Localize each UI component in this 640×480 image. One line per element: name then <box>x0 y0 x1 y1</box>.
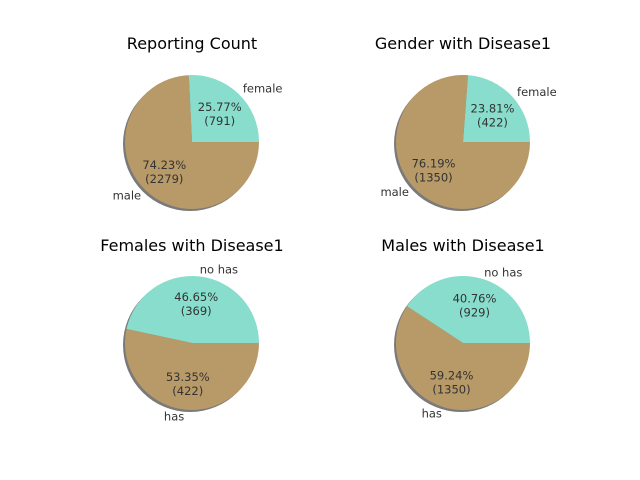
pie-slice-male <box>396 75 530 210</box>
pie-subplot-males-with-disease1: Males with Disease1 no has 40.76%(929) has 5… <box>381 236 544 421</box>
slice-label-has: has <box>422 407 442 421</box>
slice-percent-male: 74.23% <box>142 158 186 172</box>
slice-label-female: female <box>517 85 557 99</box>
slice-percent-female: 23.81% <box>471 102 515 116</box>
pie-slice-male <box>124 75 259 209</box>
subplot-title: Females with Disease1 <box>100 236 283 255</box>
slice-label-has: has <box>164 409 184 423</box>
slice-percent-has: 53.35% <box>166 370 210 384</box>
pie-subplot-females-with-disease1: Females with Disease1 no has 46.65%(369) ha… <box>100 236 283 423</box>
slice-label-male: male <box>113 188 142 202</box>
slice-percent-male: 76.19% <box>412 156 456 170</box>
pie-slice-has <box>125 329 260 410</box>
slice-count-male: (2279) <box>145 172 183 186</box>
slice-percent-no-has: 40.76% <box>453 291 497 305</box>
slice-percent-no-has: 46.65% <box>174 290 218 304</box>
slice-percent-female: 25.77% <box>198 100 242 114</box>
slice-count-no-has: (929) <box>459 305 490 319</box>
slice-count-has: (422) <box>172 384 203 398</box>
slice-count-female: (791) <box>204 114 235 128</box>
slice-count-male: (1350) <box>414 170 452 184</box>
slice-label-male: male <box>380 185 409 199</box>
slice-count-no-has: (369) <box>181 304 212 318</box>
pie-slice-no-has <box>126 276 259 343</box>
pie-slice-female <box>188 75 259 142</box>
slice-percent-has: 59.24% <box>430 369 474 383</box>
slice-label-no-has: no has <box>484 265 522 279</box>
slice-label-no-has: no has <box>200 263 238 277</box>
subplot-title: Gender with Disease1 <box>375 34 551 53</box>
slice-count-has: (1350) <box>432 383 470 397</box>
pie-slice-female <box>463 75 530 142</box>
pie-slice-no-has <box>406 276 530 343</box>
slice-label-female: female <box>243 82 283 96</box>
slice-count-female: (422) <box>477 116 508 130</box>
subplot-title: Males with Disease1 <box>381 236 544 255</box>
subplot-title: Reporting Count <box>127 34 257 53</box>
pie-slice-has <box>396 306 530 411</box>
